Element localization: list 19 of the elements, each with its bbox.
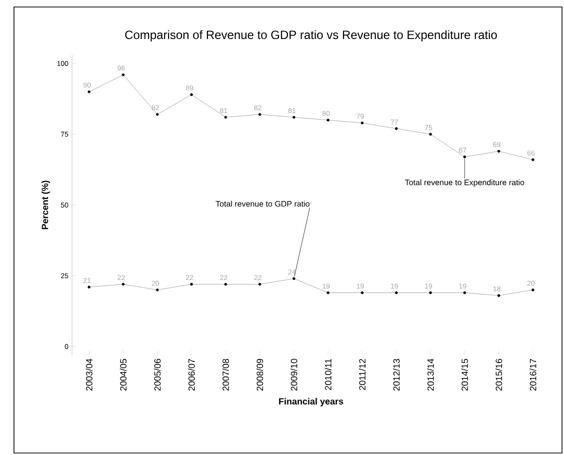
x-tick-label: 2016/17 <box>530 358 536 391</box>
x-tick-label: 2005/06 <box>154 358 161 391</box>
x-tick-label: 2011/12 <box>358 358 366 390</box>
x-tick-label: 2013/14 <box>427 358 434 391</box>
text: Total revenue to GDP ratio <box>216 200 310 207</box>
x-tick-label: 2003/04 <box>86 358 92 391</box>
text: Total revenue to Expenditure ratio <box>405 179 524 187</box>
x-tick-label: 2009/10 <box>290 358 298 391</box>
chart-title: Comparison of Revenue to GDP ratio vs Revenue to Expenditure ratio <box>125 30 497 42</box>
x-tick-label: 2010/11 <box>324 358 332 390</box>
x-tick-label: 2015/16 <box>495 358 502 391</box>
x-tick-label: 2004/05 <box>120 358 127 391</box>
x-tick-label: 2014/15 <box>461 358 468 391</box>
x-axis-title: Financial years <box>279 398 344 406</box>
x-tick-label: 2007/08 <box>222 358 229 391</box>
x-tick-label: 2008/09 <box>256 358 264 391</box>
x-tick-label: 2012/13 <box>393 358 400 391</box>
x-tick-label: 2006/07 <box>188 358 195 391</box>
y-axis-title: Percent (%) <box>42 180 50 230</box>
